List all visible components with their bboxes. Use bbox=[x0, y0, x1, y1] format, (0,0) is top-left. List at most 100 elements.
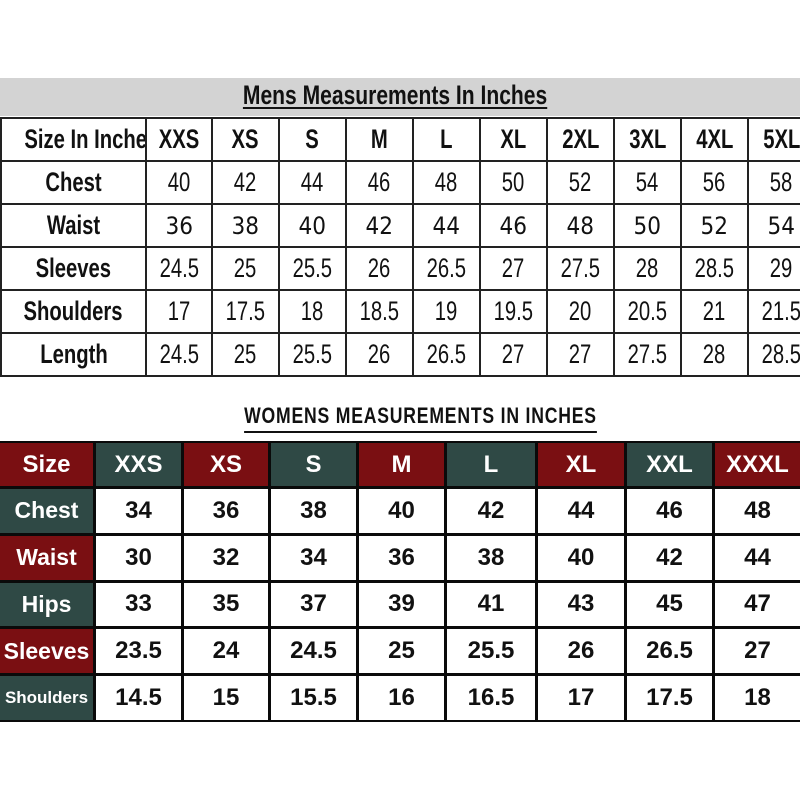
mens-cell: 25.5 bbox=[278, 246, 347, 291]
womens-cell: 24.5 bbox=[271, 629, 356, 674]
womens-cell: 48 bbox=[715, 489, 800, 533]
mens-size-header: XL bbox=[479, 117, 548, 162]
cell-text: 3XL bbox=[628, 124, 667, 154]
cell-text: XXS bbox=[158, 124, 200, 154]
mens-cell: 27.5 bbox=[546, 246, 615, 291]
mens-row-shoulders: Shoulders 17 17.5 18 18.5 19 19.5 20 20.5 21 21.5 bbox=[0, 289, 800, 334]
cell-text: 28.5 bbox=[694, 253, 735, 283]
mens-cell: 17.5 bbox=[211, 289, 280, 334]
cell-text: 36 bbox=[165, 212, 193, 240]
womens-header-label: Size bbox=[0, 443, 93, 486]
mens-header-label: Size In Inches bbox=[0, 117, 147, 162]
womens-cell: 45 bbox=[627, 582, 712, 627]
mens-cell: 48 bbox=[412, 160, 481, 205]
mens-cell: 27 bbox=[546, 332, 615, 377]
womens-cell: 41 bbox=[447, 582, 535, 627]
cell-text: Size In Inches bbox=[24, 124, 146, 154]
womens-cell: 23.5 bbox=[96, 629, 181, 674]
womens-cell: 15.5 bbox=[271, 676, 356, 720]
cell-text: 25.5 bbox=[292, 253, 333, 283]
womens-cell: 34 bbox=[96, 489, 181, 533]
womens-cell: 47 bbox=[715, 582, 800, 627]
cell-text: 50 bbox=[633, 212, 662, 240]
cell-text: 44 bbox=[432, 212, 461, 240]
mens-cell: 26 bbox=[345, 332, 414, 377]
cell-text: S bbox=[305, 124, 320, 154]
womens-cell: 26 bbox=[538, 629, 624, 674]
mens-cell: 25.5 bbox=[278, 332, 347, 377]
mens-cell: 28 bbox=[680, 332, 749, 377]
womens-size-header: XXXL bbox=[715, 443, 800, 486]
mens-cell: 48 bbox=[546, 203, 615, 248]
mens-row-sleeves: Sleeves 24.5 25 25.5 26 26.5 27 27.5 28 28.5 29 bbox=[0, 246, 800, 291]
cell-text: 56 bbox=[703, 167, 726, 197]
mens-cell: 44 bbox=[412, 203, 481, 248]
mens-size-table: Size In Inches XXS XS S M L XL 2XL 3XL 4XL 5XL Ches… bbox=[0, 117, 800, 377]
cell-text: 54 bbox=[636, 167, 659, 197]
mens-title-text: Mens Measurements In Inches bbox=[242, 80, 548, 110]
mens-cell: 28.5 bbox=[747, 332, 800, 377]
cell-text: 17 bbox=[167, 296, 191, 326]
womens-cell: 40 bbox=[538, 535, 624, 580]
mens-row-length: Length 24.5 25 25.5 26 26.5 27 27 27.5 28 28.5 bbox=[0, 332, 800, 377]
womens-row-label: Chest bbox=[0, 489, 93, 533]
mens-size-header: 3XL bbox=[613, 117, 682, 162]
womens-size-table: Size XXS XS S M L XL XXL XXXL Chest 34 36 38 40 42 44 46… bbox=[0, 441, 800, 722]
cell-text: Chest bbox=[45, 167, 102, 197]
mens-size-header: M bbox=[345, 117, 414, 162]
mens-cell: 40 bbox=[278, 203, 347, 248]
womens-size-header: M bbox=[359, 443, 444, 486]
womens-cell: 26.5 bbox=[627, 629, 712, 674]
mens-cell: 28 bbox=[613, 246, 682, 291]
womens-cell: 37 bbox=[271, 582, 356, 627]
cell-text: 29 bbox=[770, 253, 793, 283]
womens-cell: 15 bbox=[184, 676, 268, 720]
cell-text: 24.5 bbox=[159, 253, 199, 283]
mens-cell: 27.5 bbox=[613, 332, 682, 377]
mens-cell: 18 bbox=[278, 289, 347, 334]
womens-cell: 14.5 bbox=[96, 676, 181, 720]
cell-text: 27 bbox=[502, 339, 525, 369]
mens-row-label: Shoulders bbox=[0, 289, 147, 334]
womens-cell: 42 bbox=[447, 489, 535, 533]
cell-text: 18.5 bbox=[359, 296, 400, 326]
womens-title-text: WOMENS MEASUREMENTS IN INCHES bbox=[243, 403, 597, 433]
mens-cell: 44 bbox=[278, 160, 347, 205]
cell-text: 42 bbox=[365, 212, 394, 240]
womens-size-header: XL bbox=[538, 443, 624, 486]
mens-row-label: Length bbox=[0, 332, 147, 377]
womens-cell: 39 bbox=[359, 582, 444, 627]
mens-cell: 29 bbox=[747, 246, 800, 291]
mens-cell: 19 bbox=[412, 289, 481, 334]
mens-cell: 54 bbox=[613, 160, 682, 205]
womens-cell: 36 bbox=[184, 489, 268, 533]
cell-text: Waist bbox=[46, 210, 101, 240]
womens-cell: 17.5 bbox=[627, 676, 712, 720]
mens-cell: 46 bbox=[479, 203, 548, 248]
womens-row-label: Hips bbox=[0, 582, 93, 627]
womens-size-header: S bbox=[271, 443, 356, 486]
womens-cell: 24 bbox=[184, 629, 268, 674]
mens-cell: 26 bbox=[345, 246, 414, 291]
mens-cell: 38 bbox=[211, 203, 280, 248]
mens-cell: 56 bbox=[680, 160, 749, 205]
cell-text: 21 bbox=[703, 296, 726, 326]
cell-text: XS bbox=[231, 124, 260, 154]
womens-cell: 30 bbox=[96, 535, 181, 580]
mens-cell: 26.5 bbox=[412, 246, 481, 291]
cell-text: Sleeves bbox=[35, 253, 112, 283]
mens-header-row: Size In Inches XXS XS S M L XL 2XL 3XL 4XL 5XL bbox=[0, 117, 800, 162]
cell-text: 26 bbox=[368, 339, 391, 369]
cell-text: 28.5 bbox=[761, 339, 800, 369]
cell-text: 52 bbox=[569, 167, 592, 197]
mens-row-waist: Waist 36 38 40 42 44 46 48 50 52 54 bbox=[0, 203, 800, 248]
cell-text: 28 bbox=[636, 253, 659, 283]
cell-text: 27 bbox=[502, 253, 525, 283]
cell-text: 26.5 bbox=[426, 339, 467, 369]
mens-row-label: Sleeves bbox=[0, 246, 147, 291]
mens-size-header: L bbox=[412, 117, 481, 162]
cell-text: Length bbox=[39, 339, 108, 369]
mens-cell: 21.5 bbox=[747, 289, 800, 334]
cell-text: M bbox=[371, 124, 388, 154]
cell-text: 28 bbox=[703, 339, 726, 369]
